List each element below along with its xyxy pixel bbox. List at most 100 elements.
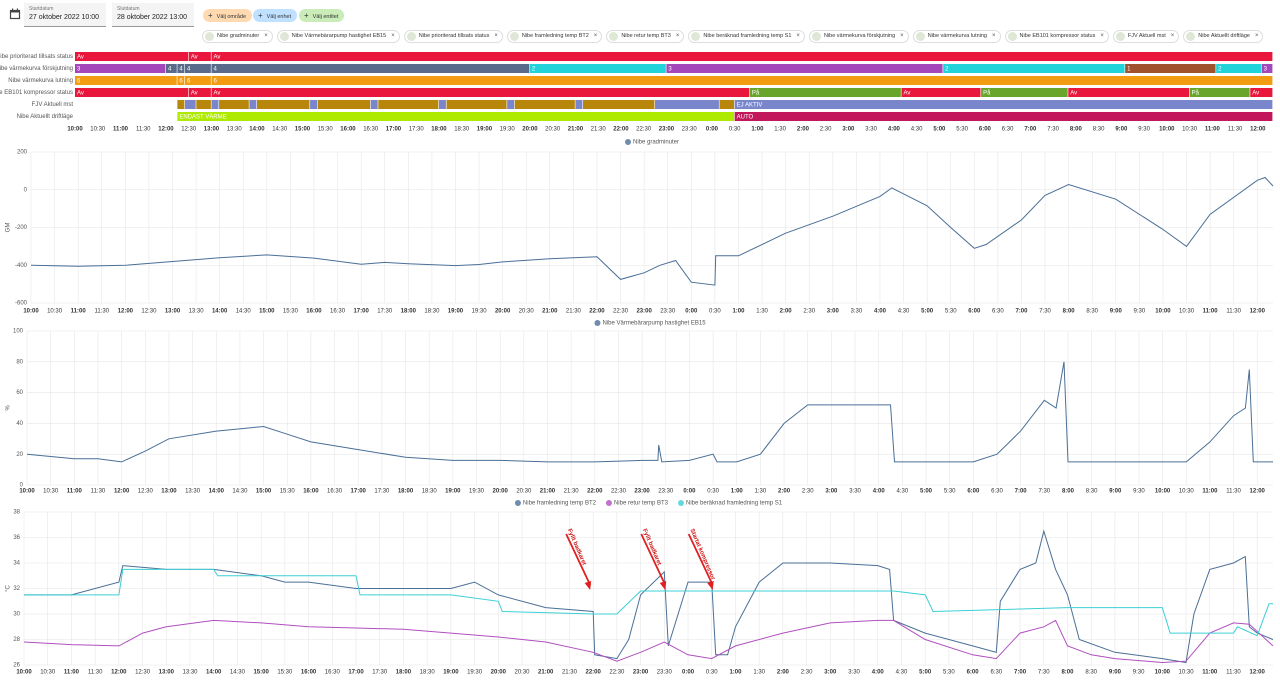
timeline-segment xyxy=(211,100,219,109)
x-tick-label: 10:00 xyxy=(1155,489,1171,495)
x-tick-label: 1:00 xyxy=(732,309,745,315)
timeline-segment xyxy=(1068,88,1189,97)
x-tick-label: 17:30 xyxy=(377,309,393,315)
x-tick-label: 18:30 xyxy=(422,489,438,495)
start-date[interactable]: Startdatum 27 oktober 2022 10:00 xyxy=(24,3,106,27)
x-tick-label: 4:30 xyxy=(897,489,909,495)
segment-state: 3 xyxy=(1264,66,1268,72)
x-tick-label: 21:30 xyxy=(564,489,580,495)
timeline-segment xyxy=(256,100,310,109)
x-tick-label: 0:30 xyxy=(729,127,741,133)
timeline-segment xyxy=(211,76,1273,85)
x-tick-label: 20:30 xyxy=(519,309,535,315)
segment-state: 4 xyxy=(187,66,191,72)
y-tick-label: 38 xyxy=(13,510,20,516)
x-tick-label: 23:30 xyxy=(658,489,674,495)
chip-remove[interactable]: × xyxy=(1254,33,1259,39)
x-tick-label: 12:00 xyxy=(118,309,134,315)
area-button[interactable]: + Välj område xyxy=(203,9,253,22)
entity-chip: Nibe prioriterad tillsats status × xyxy=(403,30,503,43)
y-axis-title: °C xyxy=(6,584,12,591)
segment-state: 3 xyxy=(77,66,81,72)
x-tick-label: 19:00 xyxy=(443,670,459,676)
x-tick-label: 6:30 xyxy=(1002,127,1014,133)
x-tick-label: 18:00 xyxy=(396,670,412,676)
timeline-segment xyxy=(446,100,507,109)
x-tick-label: 16:00 xyxy=(306,309,322,315)
legend-swatch xyxy=(605,500,612,506)
segment-state: 6 xyxy=(179,78,183,84)
y-tick-label: 80 xyxy=(16,359,23,365)
x-tick-label: 5:00 xyxy=(920,489,933,495)
x-tick-label: 16:30 xyxy=(330,309,346,315)
x-tick-label: 11:30 xyxy=(1226,670,1241,676)
x-tick-label: 16:30 xyxy=(363,127,379,133)
chip-remove[interactable]: × xyxy=(1170,33,1175,39)
y-tick-label: 0 xyxy=(20,483,24,489)
chip-remove[interactable]: × xyxy=(593,33,598,39)
segment-state: 4 xyxy=(168,66,172,72)
x-tick-label: 18:00 xyxy=(398,489,414,495)
x-tick-label: 0:00 xyxy=(682,670,695,676)
x-tick-label: 12:30 xyxy=(138,489,154,495)
chip-remove[interactable]: × xyxy=(992,33,996,39)
x-tick-label: 8:30 xyxy=(1093,127,1105,133)
chip-label: Nibe framledning temp BT2 xyxy=(521,33,589,39)
x-tick-label: 14:30 xyxy=(230,670,246,676)
x-tick-label: 20:00 xyxy=(492,489,508,495)
x-tick-label: 0:00 xyxy=(685,309,698,315)
timeline-segment xyxy=(655,100,719,109)
x-tick-label: 0:30 xyxy=(706,670,718,676)
x-tick-label: 12:00 xyxy=(114,489,130,495)
x-tick-label: 13:30 xyxy=(185,489,201,495)
timeline-segment xyxy=(734,112,1273,121)
entity-button[interactable]: + Välj entitet xyxy=(299,9,345,22)
device-button[interactable]: + Välj enhet xyxy=(253,9,298,22)
chip-icon xyxy=(509,32,519,41)
chip-remove[interactable]: × xyxy=(391,33,395,39)
x-tick-label: 9:30 xyxy=(1133,670,1145,676)
x-tick-label: 12:00 xyxy=(1250,670,1266,676)
timeline-segment xyxy=(211,64,530,73)
chip-remove[interactable]: × xyxy=(900,33,904,39)
timeline-segment xyxy=(317,100,371,109)
x-tick-label: 7:00 xyxy=(1014,670,1027,676)
calendar-icon[interactable] xyxy=(9,8,21,20)
x-tick-label: 15:30 xyxy=(280,489,296,495)
x-tick-label: 2:00 xyxy=(778,489,791,495)
chip-remove[interactable]: × xyxy=(264,33,268,39)
x-tick-label: 15:30 xyxy=(277,670,293,676)
legend: Nibe Värmebärarpump hastighet EB15 xyxy=(594,320,706,327)
x-tick-label: 0:30 xyxy=(707,489,719,495)
entity-chip: Nibe gradminuter × xyxy=(202,30,273,43)
x-tick-label: 6:30 xyxy=(992,309,1004,315)
x-tick-label: 9:30 xyxy=(1133,489,1145,495)
segment-state: På xyxy=(983,89,991,96)
legend-label: Nibe retur temp BT3 xyxy=(614,501,669,507)
timeline-segment xyxy=(438,100,446,109)
timeline-segment xyxy=(1125,64,1216,73)
chip-remove[interactable]: × xyxy=(494,33,498,39)
end-date[interactable]: Slutdatum 28 oktober 2022 13:00 xyxy=(112,3,194,27)
chip-label: Nibe prioriterad tillsats status xyxy=(418,33,490,39)
chip-remove[interactable]: × xyxy=(675,33,680,39)
timeline-segment xyxy=(249,100,257,109)
x-tick-label: 11:00 xyxy=(1205,127,1221,133)
entity-chip: Nibe framledning temp BT2 × xyxy=(506,30,603,43)
x-tick-label: 4:30 xyxy=(898,309,910,315)
timeline-segment xyxy=(211,88,750,97)
chip-remove[interactable]: × xyxy=(796,33,800,39)
x-tick-label: 19:30 xyxy=(500,127,516,133)
chip-label: Nibe retur temp BT3 xyxy=(621,33,671,39)
x-tick-label: 12:00 xyxy=(1250,309,1266,315)
y-tick-label: 34 xyxy=(13,561,20,567)
x-tick-label: 10:30 xyxy=(1179,309,1195,315)
x-tick-label: 8:30 xyxy=(1086,489,1098,495)
timeline-segment xyxy=(901,88,981,97)
x-tick-label: 18:30 xyxy=(424,309,440,315)
x-tick-label: 12:30 xyxy=(141,309,157,315)
chip-remove[interactable]: × xyxy=(1100,33,1104,39)
x-tick-label: 20:30 xyxy=(516,489,532,495)
chip-label: Nibe Värmebärarpump hastighet EB15 xyxy=(291,33,387,39)
x-tick-label: 4:00 xyxy=(873,489,886,495)
